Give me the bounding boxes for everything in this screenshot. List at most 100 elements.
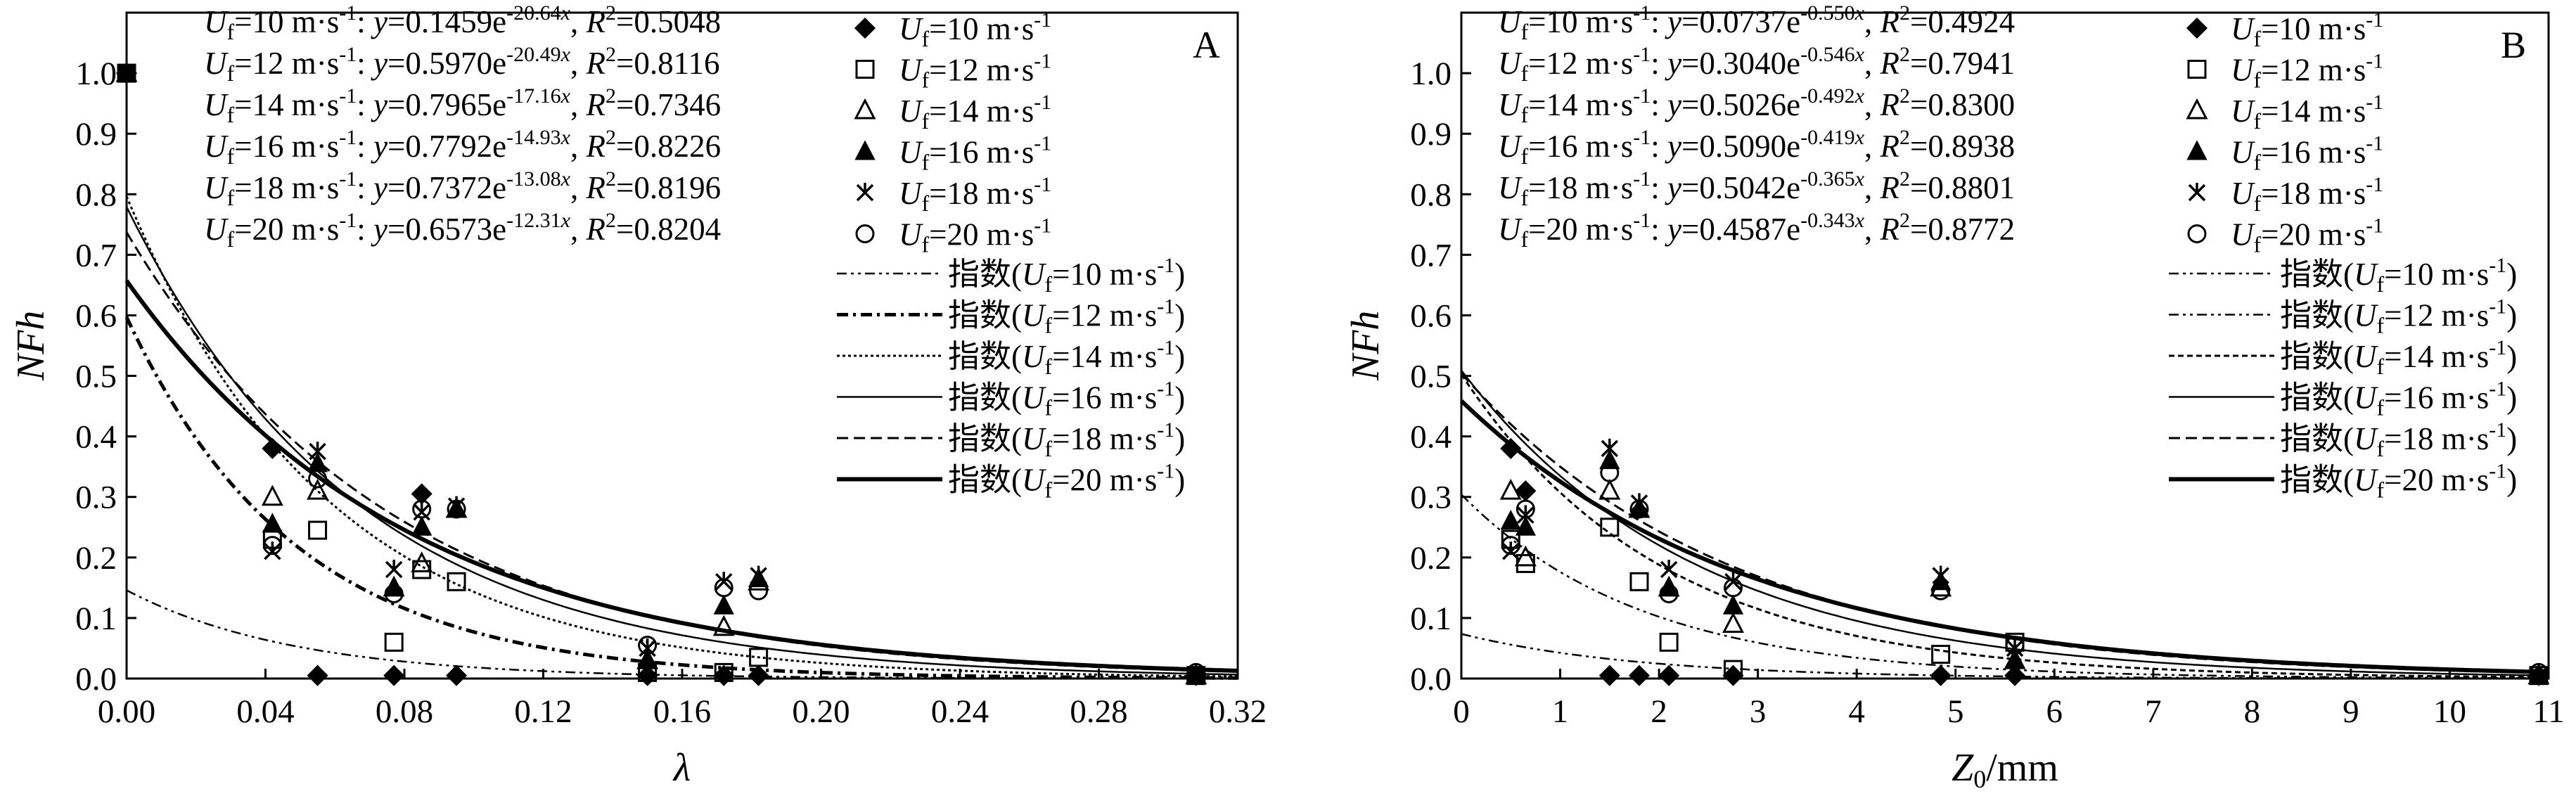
data-point <box>411 515 432 536</box>
legend-label: Uf=16 m·s-1 <box>899 132 1051 175</box>
data-point <box>262 536 282 555</box>
fit-equation: Uf=10 m·s-1: y=0.0737e-0.550x, R2=0.4924 <box>1498 1 2015 44</box>
data-point <box>1187 665 1205 684</box>
data-point <box>309 442 326 461</box>
legend-marker <box>2187 224 2207 243</box>
y-tick-label: 0.4 <box>1410 419 1452 456</box>
legend-marker <box>856 183 874 202</box>
x-tick-label: 1 <box>1552 693 1569 730</box>
data-point <box>1501 536 1520 555</box>
legend-marker <box>2187 60 2207 79</box>
y-tick-label: 0.7 <box>1410 237 1452 274</box>
legend-marker <box>854 17 876 39</box>
data-point <box>1722 664 1744 686</box>
legend-fit-label: 指数(Uf=16 m·s-1) <box>2280 378 2517 420</box>
data-point <box>1658 664 1680 686</box>
y-axis-title: NFh <box>9 311 53 382</box>
data-point <box>749 648 769 667</box>
y-tick-label: 0.3 <box>75 480 117 516</box>
x-tick-label: 5 <box>1947 693 1964 730</box>
data-point <box>1500 509 1521 530</box>
x-tick-label: 11 <box>2532 693 2564 730</box>
data-point <box>447 496 466 515</box>
data-point <box>1932 565 1949 584</box>
data-point <box>1500 437 1522 459</box>
data-point <box>1600 463 1620 482</box>
y-tick-label: 0.2 <box>75 540 117 577</box>
legend-marker <box>854 98 876 120</box>
legend-label: Uf=18 m·s-1 <box>2231 173 2383 216</box>
y-tick-label: 0.2 <box>1410 540 1452 577</box>
data-point <box>1598 478 1621 500</box>
data-point <box>384 584 404 603</box>
data-point <box>308 469 328 489</box>
data-point <box>1517 505 1534 524</box>
data-point <box>1515 515 1537 536</box>
data-point <box>264 541 281 560</box>
legend-marker <box>855 60 875 79</box>
fit-curve-5 <box>1459 399 2549 674</box>
data-point <box>1598 664 1620 686</box>
data-point <box>447 572 466 591</box>
data-point <box>1514 545 1537 567</box>
data-point <box>384 632 404 652</box>
legend-marker <box>855 224 875 243</box>
x-axis-title: λ <box>672 746 691 790</box>
y-tick-label: 0.9 <box>1410 116 1452 153</box>
data-point <box>748 567 769 587</box>
data-point <box>714 578 733 598</box>
panel-letter: A <box>1193 24 1220 66</box>
legend-marker <box>2186 98 2208 120</box>
y-tick-label: 0.7 <box>75 237 117 274</box>
y-tick-label: 0.0 <box>1410 661 1452 698</box>
x-tick-label: 0.24 <box>931 693 989 730</box>
fit-equation: Uf=18 m·s-1: y=0.7372e-13.08x, R2=0.8196 <box>204 167 721 210</box>
fit-equation: Uf=20 m·s-1: y=0.4587e-0.343x, R2=0.8772 <box>1498 209 2015 252</box>
data-point <box>1722 594 1744 615</box>
data-point <box>117 63 136 83</box>
x-tick-label: 0.20 <box>792 693 850 730</box>
data-point <box>1600 518 1620 537</box>
data-point <box>2006 638 2024 657</box>
y-axis-title: NFh <box>1344 311 1388 382</box>
data-point <box>412 499 432 519</box>
data-point <box>713 594 734 615</box>
data-point <box>307 664 328 686</box>
data-point <box>1930 664 1952 686</box>
x-axis-title: Z0/mm <box>1952 746 2058 793</box>
data-point <box>411 551 433 572</box>
fit-equation: Uf=20 m·s-1: y=0.6573e-12.31x, R2=0.8204 <box>204 209 721 252</box>
data-point <box>261 484 283 506</box>
data-point <box>1502 541 1520 560</box>
legend-fit-label: 指数(Uf=16 m·s-1) <box>948 378 1185 420</box>
data-point <box>308 520 328 540</box>
data-point <box>1931 645 1951 664</box>
data-point <box>1931 581 1951 600</box>
y-tick-label: 0.8 <box>1410 176 1452 213</box>
y-tick-label: 0.6 <box>75 297 117 334</box>
data-point <box>383 576 404 596</box>
x-tick-label: 10 <box>2433 693 2466 730</box>
x-tick-label: 0.16 <box>653 693 711 730</box>
data-point <box>636 649 658 669</box>
legend-fit-label: 指数(Uf=18 m·s-1) <box>2280 418 2517 461</box>
y-tick-label: 0.3 <box>1410 480 1452 516</box>
data-point <box>638 636 658 655</box>
panel-letter: B <box>2501 24 2526 66</box>
data-point <box>1601 438 1619 458</box>
fit-equation: Uf=12 m·s-1: y=0.5970e-20.49x, R2=0.8116 <box>204 43 719 86</box>
panel-a: 0.00 0.04 0.08 0.12 0.16 0.20 0.24 0.28 0.32 0.0 0… <box>9 1 1267 790</box>
legend-label: Uf=16 m·s-1 <box>2231 132 2383 175</box>
y-tick-label: 0.5 <box>75 359 117 395</box>
data-point <box>383 664 405 686</box>
legend-label: Uf=14 m·s-1 <box>2231 91 2383 134</box>
legend-label: Uf=10 m·s-1 <box>899 8 1051 51</box>
data-point <box>2004 664 2026 686</box>
data-point <box>447 499 466 519</box>
data-point <box>262 437 283 459</box>
x-tick-label: 2 <box>1651 693 1667 730</box>
fit-equation: Uf=12 m·s-1: y=0.3040e-0.546x, R2=0.7941 <box>1498 43 2015 86</box>
y-tick-label: 0.0 <box>75 661 117 698</box>
fit-equation: Uf=18 m·s-1: y=0.5042e-0.365x, R2=0.8801 <box>1498 167 2015 210</box>
